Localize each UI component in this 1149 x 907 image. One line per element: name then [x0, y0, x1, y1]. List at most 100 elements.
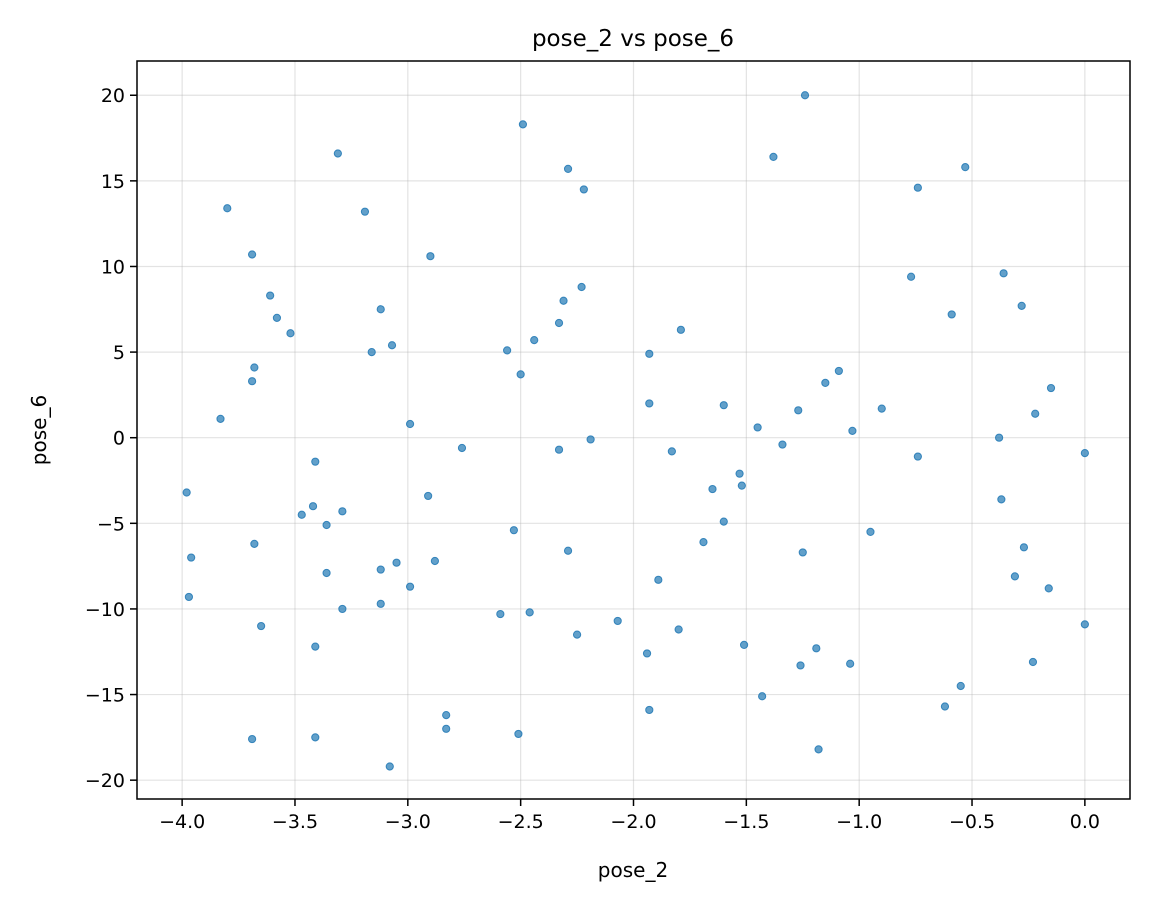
- data-point: [392, 558, 401, 567]
- data-point: [1010, 572, 1020, 581]
- y-tick-label: −15: [85, 685, 125, 707]
- data-point: [322, 520, 331, 530]
- data-point: [182, 488, 191, 497]
- data-point: [778, 440, 787, 449]
- data-point: [223, 204, 232, 213]
- data-point: [311, 733, 320, 742]
- data-point: [376, 599, 385, 608]
- data-point: [250, 539, 259, 548]
- data-point: [333, 149, 342, 158]
- y-tick-label: −10: [85, 599, 125, 621]
- x-tick-label: −1.5: [723, 811, 769, 833]
- data-point: [530, 336, 539, 345]
- data-point: [708, 484, 717, 494]
- y-tick-label: −20: [85, 770, 125, 792]
- data-point: [360, 207, 370, 216]
- data-point: [308, 502, 318, 511]
- data-point: [563, 164, 573, 173]
- chart-title: pose_2 vs pose_6: [532, 26, 734, 52]
- y-tick-label: 5: [113, 342, 125, 364]
- data-point: [250, 363, 259, 372]
- data-point: [667, 447, 676, 456]
- data-point: [247, 377, 257, 386]
- data-point: [1080, 620, 1089, 629]
- data-point: [247, 250, 257, 259]
- data-point: [737, 481, 746, 490]
- data-point: [496, 609, 505, 619]
- data-point: [997, 495, 1006, 504]
- data-point: [645, 399, 654, 408]
- data-point: [947, 310, 956, 319]
- data-point: [367, 347, 376, 357]
- x-tick-label: −3.5: [272, 811, 318, 833]
- x-axis: −4.0 −3.5 −3.0 −2.5 −2.0 −1.5 −1.0 −0.5 0.0: [159, 799, 1100, 833]
- x-tick-label: −2.0: [610, 811, 656, 833]
- data-point: [739, 640, 749, 649]
- data-point: [424, 491, 433, 501]
- data-point: [457, 443, 467, 453]
- data-point: [758, 692, 767, 701]
- data-point: [322, 568, 331, 578]
- data-point: [906, 272, 916, 281]
- data-point: [1080, 449, 1089, 458]
- data-point: [794, 406, 803, 415]
- data-point: [821, 378, 830, 388]
- data-point: [257, 621, 266, 631]
- data-point: [405, 419, 415, 429]
- data-point: [266, 291, 275, 300]
- x-tick-label: −0.5: [949, 811, 995, 833]
- data-point: [961, 163, 970, 172]
- data-point: [654, 575, 663, 584]
- data-point: [1019, 543, 1029, 552]
- data-point: [338, 604, 347, 614]
- data-point: [430, 556, 439, 566]
- data-point: [940, 702, 950, 711]
- data-point: [798, 548, 807, 557]
- x-tick-label: −2.5: [498, 811, 544, 833]
- data-point: [385, 762, 394, 771]
- data-point: [572, 630, 582, 639]
- data-point: [563, 546, 573, 555]
- data-point: [516, 370, 525, 379]
- data-point: [676, 325, 685, 334]
- y-axis: −20 −15 −10 −5 0 5 10 15 20: [85, 85, 137, 792]
- data-point: [699, 538, 708, 547]
- data-point: [509, 526, 518, 535]
- data-point: [674, 625, 683, 634]
- data-point: [812, 644, 821, 653]
- x-tick-label: −4.0: [159, 811, 205, 833]
- y-tick-label: 0: [113, 428, 125, 450]
- data-point: [311, 642, 320, 651]
- grid-lines: [137, 61, 1130, 799]
- data-point: [913, 183, 922, 192]
- x-tick-label: −1.0: [836, 811, 882, 833]
- data-point: [913, 452, 922, 461]
- data-point: [1044, 584, 1053, 593]
- data-point: [613, 616, 622, 626]
- data-point: [866, 527, 875, 536]
- data-point: [814, 745, 823, 754]
- y-tick-label: 15: [101, 171, 125, 193]
- data-point: [1046, 383, 1056, 393]
- data-point: [187, 553, 196, 562]
- data-point: [735, 469, 744, 478]
- data-point: [518, 120, 528, 129]
- data-point: [999, 269, 1008, 278]
- data-point: [848, 426, 857, 435]
- data-point: [719, 517, 728, 526]
- data-point: [297, 510, 306, 519]
- y-axis-label: pose_6: [27, 395, 51, 465]
- data-point: [800, 91, 810, 100]
- data-point: [719, 401, 728, 410]
- data-point: [405, 582, 415, 591]
- data-point: [645, 705, 654, 715]
- data-point: [514, 729, 523, 739]
- data-point: [442, 710, 451, 720]
- data-point: [769, 152, 778, 161]
- x-tick-label: −3.0: [385, 811, 431, 833]
- data-point: [525, 608, 534, 617]
- data-point: [286, 329, 295, 338]
- data-point: [376, 565, 385, 574]
- data-point: [1031, 409, 1040, 418]
